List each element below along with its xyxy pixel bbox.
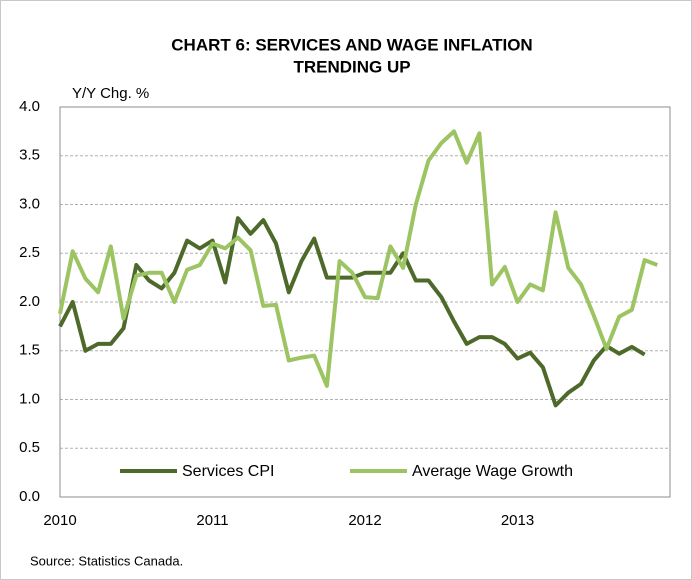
line	[58, 216, 646, 408]
y-axis-label: Y/Y Chg. %	[72, 85, 149, 102]
y-tick-label: 1.0	[19, 390, 40, 407]
y-tick-label: 2.5	[19, 244, 40, 261]
chart-title: TRENDING UP	[293, 57, 410, 76]
x-tick-label: 2010	[43, 512, 76, 529]
y-tick-label: 0.0	[19, 488, 40, 505]
x-tick-label: 2012	[348, 512, 381, 529]
y-tick-label: 3.0	[19, 195, 40, 212]
legend-label: Average Wage Growth	[412, 463, 573, 480]
y-tick-label: 0.5	[19, 439, 40, 456]
line	[58, 129, 659, 388]
x-tick-label: 2011	[196, 512, 228, 529]
y-tick-label: 4.0	[19, 98, 40, 115]
x-tick-label: 2013	[501, 512, 534, 529]
y-tick-label: 2.0	[19, 293, 40, 310]
plot-area	[59, 106, 671, 498]
legend-label: Services CPI	[182, 463, 274, 480]
chart-title: CHART 6: SERVICES AND WAGE INFLATION	[171, 35, 532, 54]
source: Source: Statistics Canada.	[30, 553, 183, 568]
y-tick-label: 3.5	[19, 147, 40, 164]
y-tick-label: 1.5	[19, 342, 40, 359]
